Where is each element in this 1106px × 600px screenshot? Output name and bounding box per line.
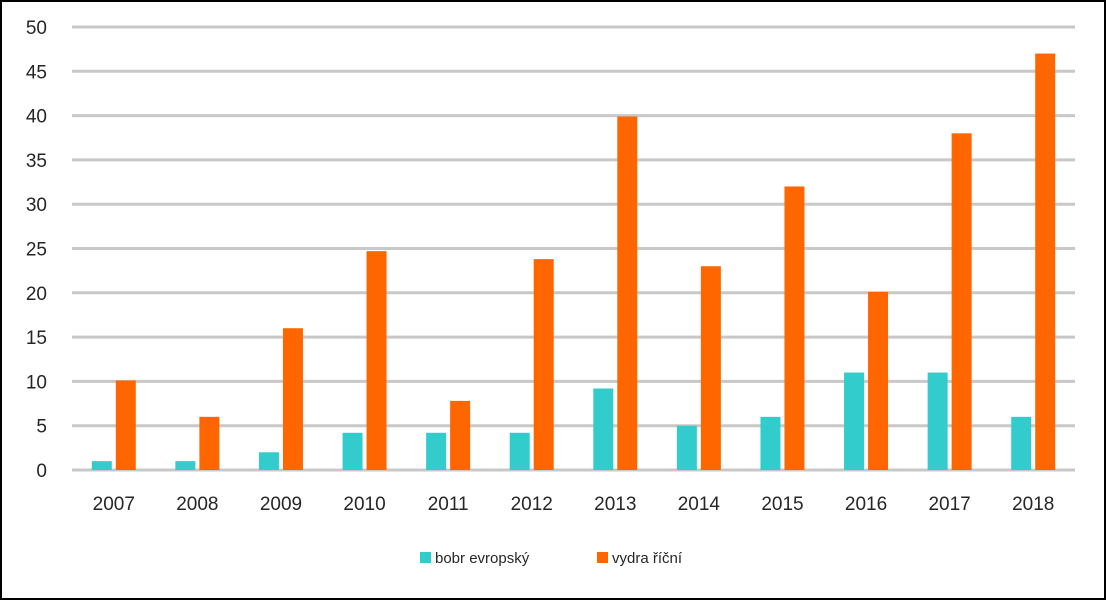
bar-vydra-2016 [868, 291, 889, 470]
x-tick-label: 2018 [1012, 494, 1054, 515]
x-axis-ticks: 2007 2008 2009 2010 2011 2012 2013 2014 2015 2016… [93, 494, 1055, 515]
bar-bobr-2010 [342, 432, 363, 470]
bar-bobr-2015 [760, 416, 781, 470]
bar-bobr-2013 [593, 388, 614, 470]
bar-vydra-2008 [199, 416, 220, 470]
x-tick-label: 2007 [93, 494, 135, 515]
bar-vydra-2014 [700, 266, 721, 470]
x-tick-label: 2010 [343, 494, 385, 515]
bar-vydra-2010 [366, 251, 387, 470]
x-tick-label: 2008 [176, 494, 218, 515]
x-tick-label: 2011 [428, 494, 469, 515]
y-tick-label: 20 [26, 284, 47, 305]
bar-bobr-2012 [509, 432, 530, 470]
legend-label: vydra říční [612, 550, 683, 567]
y-axis-ticks: 0 5 10 15 20 25 30 35 40 45 50 [26, 18, 47, 482]
bar-vydra-2018 [1035, 53, 1056, 470]
bar-bobr-2008 [175, 461, 196, 470]
bar-vydra-2015 [784, 186, 805, 471]
bar-bobr-2014 [676, 425, 697, 470]
x-tick-label: 2012 [511, 494, 553, 515]
bar-bobr-2009 [258, 452, 279, 470]
y-tick-label: 30 [26, 195, 47, 216]
y-tick-label: 40 [26, 107, 47, 128]
x-tick-label: 2015 [761, 494, 803, 515]
y-tick-label: 15 [26, 328, 47, 349]
bar-vydra-2017 [951, 133, 972, 470]
y-tick-label: 50 [26, 18, 47, 39]
x-tick-label: 2016 [845, 494, 887, 515]
bar-vydra-2007 [115, 380, 136, 470]
bar-vydra-2011 [450, 400, 471, 470]
y-tick-label: 5 [36, 417, 47, 438]
bar-vydra-2012 [533, 259, 554, 470]
x-tick-label: 2009 [260, 494, 302, 515]
bars [91, 53, 1056, 471]
legend-swatch [420, 552, 431, 563]
x-tick-label: 2013 [594, 494, 636, 515]
x-tick-label: 2014 [678, 494, 721, 515]
legend-swatch [597, 552, 608, 563]
bar-bobr-2007 [91, 461, 112, 470]
y-tick-label: 45 [26, 62, 47, 83]
bar-vydra-2013 [617, 116, 638, 471]
y-tick-label: 25 [26, 240, 47, 261]
bar-bobr-2017 [927, 372, 948, 470]
legend: bobr evropský vydra říční [420, 550, 683, 567]
gridlines [72, 25, 1075, 472]
bar-bobr-2011 [426, 432, 447, 470]
bar-bobr-2016 [844, 372, 865, 470]
bar-vydra-2009 [282, 328, 303, 470]
y-tick-label: 35 [26, 151, 47, 172]
y-tick-label: 10 [26, 372, 47, 393]
x-tick-label: 2017 [928, 494, 970, 515]
y-tick-label: 0 [36, 461, 47, 482]
legend-label: bobr evropský [435, 550, 530, 567]
bar-bobr-2018 [1011, 416, 1032, 470]
